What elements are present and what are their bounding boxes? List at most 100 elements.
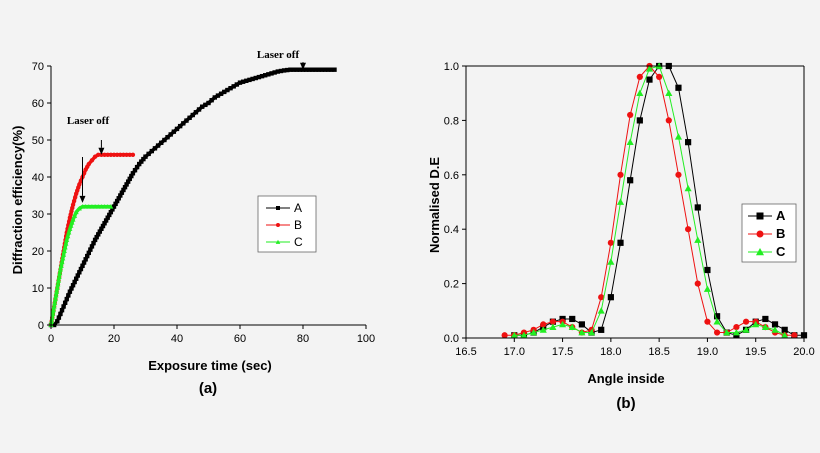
panel-b-axes: 16.5 17.0 17.5 18.0 18.5 19.0 19.5 20.0 0.0 0.2 0.… [444,61,815,358]
panel-b-series-c-point [559,320,567,328]
panel-a-legend-marker-c [275,239,281,244]
panel-a-series-a-point [152,146,158,151]
panel-b-series-a-point [694,204,701,211]
panel-b-series-c-point [742,326,750,333]
panel-a-series-c-point [50,311,56,316]
panel-b-series-c-point [781,331,789,339]
panel-b-series-b-point [549,318,557,325]
panel-a-series-a-point [297,67,303,72]
panel-a-series-a-point [124,182,129,187]
panel-a-series-b-point [77,182,82,187]
panel-a-series-c-point [52,296,58,302]
panel-a-series-c-point [66,229,72,235]
panel-b-series-b-point [733,324,740,331]
panel-b-series-c-point [645,65,654,72]
panel-a-series-c-point [50,307,57,313]
panel-b-series-c-point [761,323,769,330]
panel-a-series-a-point [97,229,103,234]
panel-b-series-c-point [549,323,557,330]
panel-a-series-a-point [149,148,154,154]
panel-a-series-c-point [76,205,82,211]
panel-b-series-c-point [665,89,673,97]
panel-a-series-a-point [244,78,249,83]
panel-a-series-a-point [316,67,321,72]
panel-a-series-c-point [55,281,61,287]
panel-b-series-a-point [617,239,624,246]
panel-b-series-c-point [616,198,625,205]
panel-a-series-a-point [218,91,224,96]
panel-a-series-a-point [303,67,309,72]
panel-a-series-c-point [68,223,74,228]
panel-a-series-c-point [57,266,63,272]
panel-a-series-c-point [56,274,62,279]
panel-b-legend-marker-b [756,230,764,238]
panel-a-series-a-point [206,100,211,106]
panel-b-y-tick-label: 0.0 [444,333,459,345]
panel-a-series-c-point [70,217,76,222]
panel-a-series-a-point [184,118,189,123]
panel-a-series-a-point [88,247,93,252]
panel-a-legend-label-b: B [294,218,302,232]
panel-b-legend-label-b: B [776,226,785,241]
panel-a-y-tick-label: 0 [38,320,44,332]
panel-b-y-tick-label: 0.8 [444,115,459,127]
panel-a-x-tick-label: 20 [108,333,120,345]
panel-b-series-a-point [636,117,643,124]
panel-a-series-a-point [83,257,88,262]
panel-a-series-a-point [256,74,262,80]
panel-a-series-a-point [174,126,180,132]
panel-a-series-a-point [137,161,142,167]
panel-a-series-a-point [122,184,128,190]
panel-a-series-b-point [124,152,129,157]
panel-b-legend-marker-c [755,247,765,256]
panel-a-series-c-point [61,252,67,257]
panel-a-series-a-point [307,67,312,72]
panel-a-legend: A B C [257,195,317,253]
panel-b-series [501,62,808,339]
panel-b-x-tick-label: 16.5 [455,346,476,358]
panel-a-series-a-point [319,67,325,72]
panel-a-y-tick-label: 30 [32,209,44,221]
panel-a-series-a-point [212,95,217,100]
panel-a-series-a-point [168,132,173,137]
panel-a-series-a-point [281,68,287,73]
panel-b-series-a-point [598,326,605,333]
panel-a-series-a-point [111,204,117,209]
panel-a-series-c-point [59,259,65,265]
panel-b-series-c-point [703,285,711,292]
panel-a-series-c-point [72,213,78,218]
panel-b-series-b-point [675,171,682,178]
panel-b-series-b-point [791,332,798,339]
panel-a-series-a-point [110,207,115,212]
panel-a-annotation-arrowhead [79,195,86,203]
panel-a-series-c-point [58,263,64,268]
panel-a-series-b-point [86,161,92,167]
panel-a-series-a-point [177,123,183,129]
panel-b-series-c-point [626,138,634,146]
panel-b-series-c-point [674,133,683,140]
panel-b-series-c-point [530,328,538,336]
panel-a-series-a-point [215,93,221,98]
panel-b-legend-label-c: C [776,244,786,259]
panel-a-legend-marker-a [276,206,280,210]
panel-b-series-a-point [569,315,576,323]
panel-b-series-a-point [704,266,711,274]
panel-b-legend-label-a: A [776,208,786,223]
panel-b-series-c-point [568,323,576,330]
panel-a-series-a-point [70,283,76,288]
panel-a-series-a-point [291,67,296,72]
panel-b-legend-marker-a [756,212,764,220]
panel-a-annotation-2: Laser off [257,49,300,61]
panel-a-series-a-point [275,69,280,74]
panel-b-series-b-point [656,73,663,80]
panel-a-series-b-point [111,152,117,157]
panel-a-series-a-point [75,273,80,278]
panel-b-legend: A B C [741,203,797,263]
panel-a-series-a-point [78,266,84,272]
panel-a-annotation-1: Laser off [67,115,110,127]
panel-b-series-c-point [636,89,644,97]
panel-a-series-b-point [121,152,126,157]
panel-a-series-c-point [54,285,60,291]
